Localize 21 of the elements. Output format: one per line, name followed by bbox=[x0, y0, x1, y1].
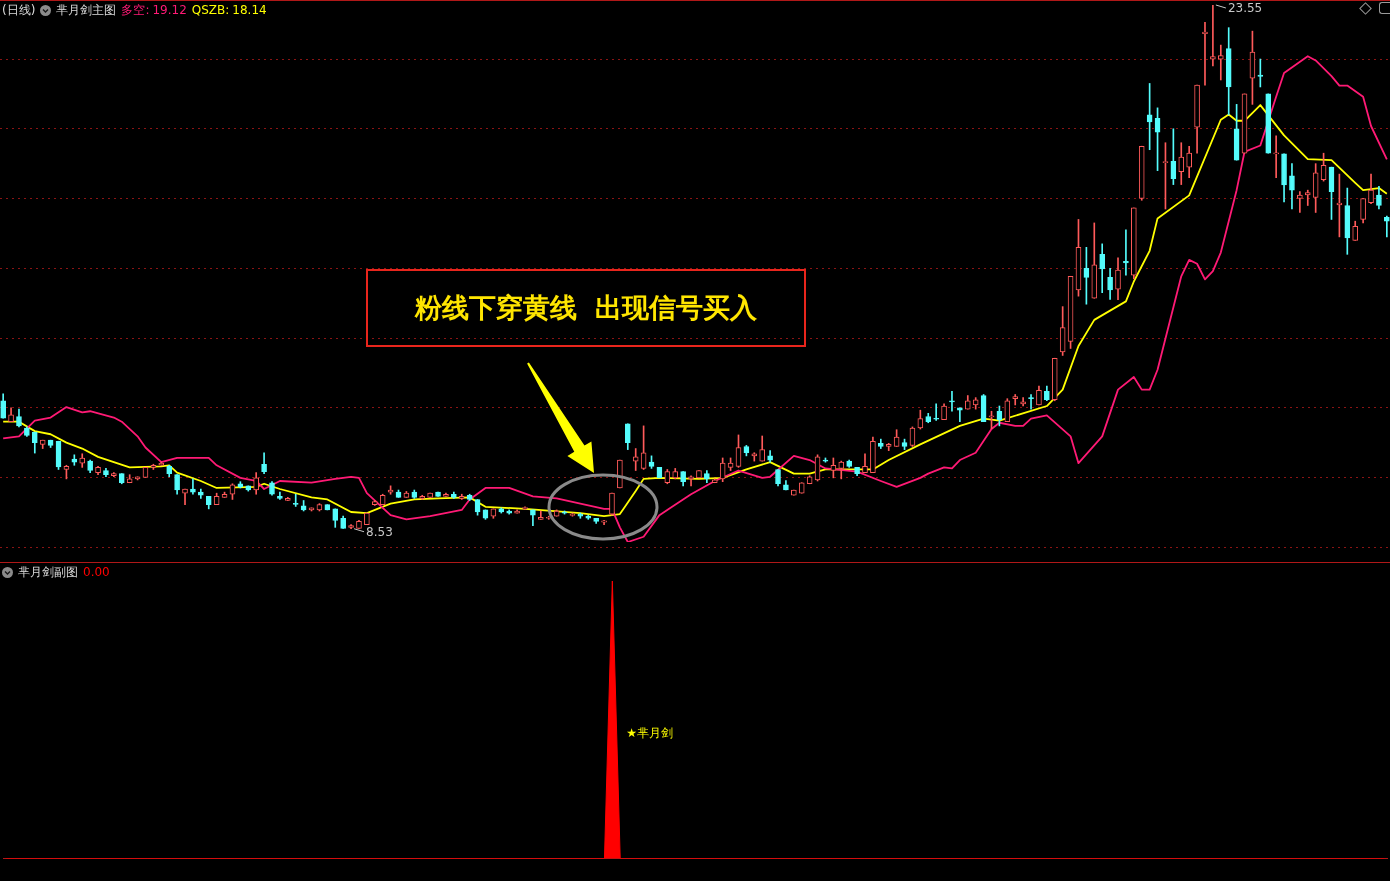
annotation: 粉线下穿黄线 出现信号买入 bbox=[366, 269, 806, 347]
candlestick bbox=[949, 391, 955, 412]
text: 0.00 bbox=[83, 565, 110, 579]
annotation: ★芈月剑 bbox=[626, 725, 674, 740]
chart-title: (日线) bbox=[2, 3, 36, 17]
candlestick bbox=[292, 493, 299, 507]
candlestick bbox=[1297, 191, 1303, 213]
annotation: 19.12 bbox=[152, 3, 187, 17]
annotation: 18.14 bbox=[232, 3, 267, 17]
candlestick bbox=[1273, 135, 1279, 178]
text: 多空: bbox=[121, 3, 150, 17]
chart-title: 芈月剑副图 bbox=[18, 565, 78, 579]
candlestick bbox=[1217, 44, 1224, 81]
candlestick bbox=[957, 407, 963, 423]
candlestick bbox=[1210, 5, 1216, 67]
annotation: 23.55 bbox=[1227, 1, 1263, 16]
candlestick bbox=[933, 403, 939, 421]
text: QSZB: bbox=[191, 3, 230, 17]
annotation: 8.53 bbox=[366, 524, 393, 539]
candlestick bbox=[1304, 189, 1311, 206]
chart-subtitle: 芈月剑主图 bbox=[56, 3, 117, 17]
